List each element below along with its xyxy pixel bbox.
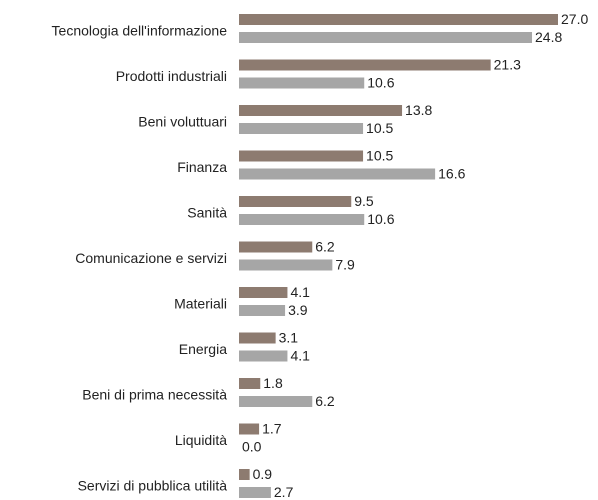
value-label: 4.1 xyxy=(290,348,310,364)
value-label: 0.0 xyxy=(242,439,262,455)
bar xyxy=(239,487,271,498)
value-label: 10.6 xyxy=(367,211,394,227)
category-label: Sanità xyxy=(187,205,227,221)
category-label: Tecnologia dell'informazione xyxy=(52,23,228,39)
bar xyxy=(239,123,364,134)
value-label: 2.7 xyxy=(274,484,294,500)
category-label: Materiali xyxy=(174,296,227,312)
category-label: Energia xyxy=(179,341,227,357)
category-label: Servizi di pubblica utilità xyxy=(78,478,228,494)
bar xyxy=(239,196,352,207)
value-label: 3.1 xyxy=(279,330,299,346)
value-label: 6.2 xyxy=(315,393,335,409)
category-label: Prodotti industriali xyxy=(116,68,227,84)
category-label: Liquidità xyxy=(175,432,227,448)
bar xyxy=(239,77,365,89)
bar xyxy=(239,423,260,435)
bar xyxy=(239,105,403,116)
value-label: 24.8 xyxy=(535,29,562,45)
bar xyxy=(239,59,491,71)
value-label: 9.5 xyxy=(354,193,374,209)
value-label: 6.2 xyxy=(315,239,335,255)
value-label: 13.8 xyxy=(405,102,432,118)
value-label: 7.9 xyxy=(335,257,355,273)
bar xyxy=(239,32,533,43)
value-label: 10.5 xyxy=(366,148,393,164)
bar xyxy=(239,150,364,162)
bar xyxy=(239,14,558,25)
bar xyxy=(239,241,313,253)
value-label: 0.9 xyxy=(253,466,273,482)
category-label: Beni di prima necessità xyxy=(82,387,227,403)
bar xyxy=(239,469,250,480)
bar xyxy=(239,168,436,180)
category-label: Beni voluttuari xyxy=(138,114,227,130)
bar xyxy=(239,378,261,389)
category-label: Comunicazione e servizi xyxy=(75,250,227,266)
bar xyxy=(239,332,276,344)
bar xyxy=(239,350,288,362)
bar xyxy=(239,214,365,225)
value-label: 21.3 xyxy=(494,57,521,73)
value-label: 3.9 xyxy=(288,302,308,318)
bar xyxy=(239,305,286,316)
value-label: 1.8 xyxy=(263,375,283,391)
bar xyxy=(239,259,333,271)
value-label: 27.0 xyxy=(561,11,588,27)
value-label: 16.6 xyxy=(438,166,465,182)
bar xyxy=(239,396,313,407)
value-label: 1.7 xyxy=(262,421,282,437)
value-label: 10.5 xyxy=(366,120,393,136)
category-label: Finanza xyxy=(177,159,227,175)
value-label: 4.1 xyxy=(290,284,310,300)
bar xyxy=(239,287,288,298)
value-label: 10.6 xyxy=(367,75,394,91)
